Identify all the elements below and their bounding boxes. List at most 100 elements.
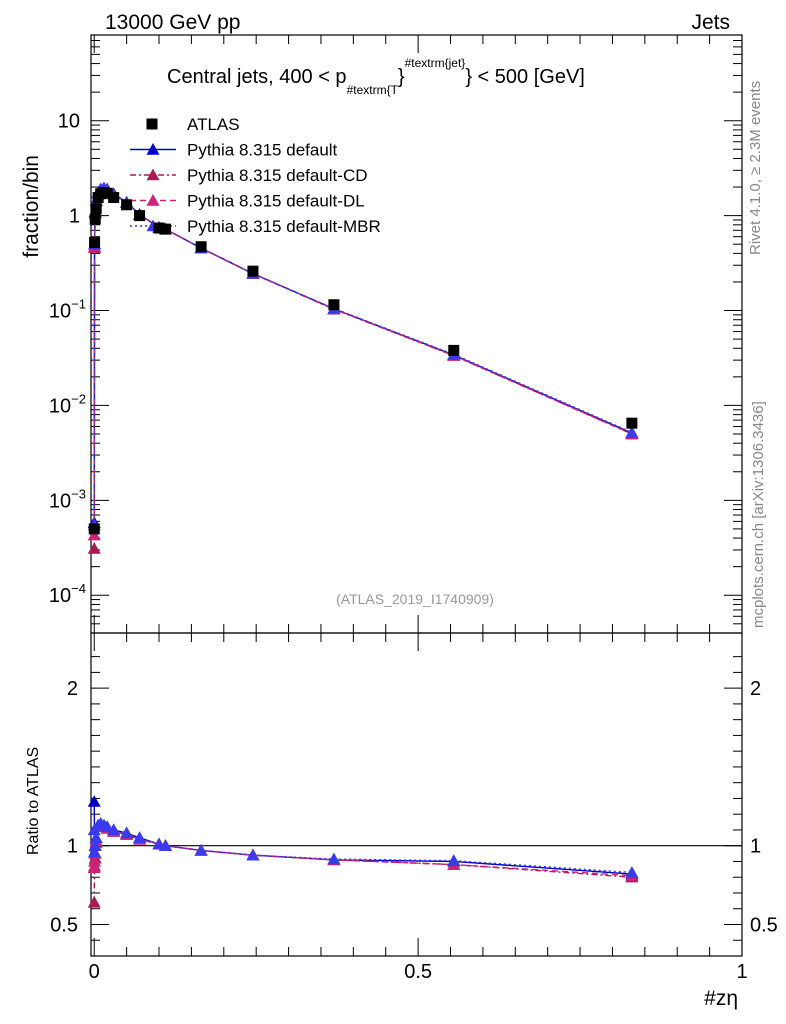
- legend: ATLAS Pythia 8.315 default Pythia 8.315 de…: [130, 115, 381, 236]
- ratio-series: [87, 795, 639, 908]
- ratio-point: [447, 854, 461, 866]
- mcplots-label: mcplots.cern.ch [arXiv:1306.3436]: [750, 401, 767, 628]
- ratio-point: [107, 823, 121, 836]
- main-y-tick-base: 1: [69, 206, 80, 228]
- x-axis-title: #zη: [704, 987, 738, 1010]
- ratio-line: [93, 824, 632, 903]
- ratio-y-tick-label: 2: [67, 678, 78, 700]
- data-point: [108, 192, 120, 204]
- ratio-y-tick-label-right: 2: [750, 678, 761, 700]
- data-point: [134, 210, 146, 222]
- legend-marker: [146, 143, 160, 155]
- ratio-y-tick-label-right: 1: [750, 836, 761, 858]
- legend-label: Pythia 8.315 default-MBR: [187, 217, 381, 236]
- main-y-tick-exponent: −3: [71, 486, 86, 501]
- main-y-tick-label: 1: [69, 206, 80, 228]
- data-point: [448, 344, 460, 356]
- ratio-ticks: 0.5 0.5 1 1 2 2 0 0.5 1: [50, 633, 778, 983]
- ratio-point: [87, 795, 101, 807]
- main-y-tick-label: 10−2: [49, 391, 86, 417]
- series-line: [93, 187, 633, 525]
- data-point: [328, 299, 340, 311]
- main-y-tick-base: 10: [49, 490, 71, 512]
- main-y-axis-title: fraction/bin: [20, 155, 43, 258]
- legend-marker: [146, 194, 160, 206]
- ratio-point: [327, 852, 341, 865]
- x-tick-label: 0: [89, 961, 100, 983]
- ratio-series-pythia-8-315-default-mbr: [87, 817, 639, 878]
- ratio-point: [194, 843, 208, 856]
- ratio-point: [246, 848, 260, 861]
- series-atlas: [88, 187, 638, 535]
- ratio-point: [625, 865, 639, 878]
- main-y-tick-base: 10: [49, 585, 71, 607]
- collision-label: 13000 GeV pp: [105, 11, 240, 34]
- ratio-point: [87, 895, 101, 908]
- ratio-plot-frame: [90, 632, 743, 957]
- ratio-point: [158, 839, 172, 851]
- ratio-point: [88, 854, 102, 867]
- main-y-tick-exponent: −4: [71, 581, 86, 596]
- main-series: [87, 181, 639, 554]
- ratio-line: [93, 801, 632, 875]
- title-superscript: #textrm{jet}: [405, 56, 466, 70]
- data-point: [87, 542, 101, 554]
- title-mid: }: [398, 66, 405, 88]
- data-point: [89, 213, 101, 225]
- data-point: [87, 528, 101, 541]
- title-subscript: #textrm{T: [347, 83, 399, 97]
- series-pythia-8-315-default-cd: [87, 182, 639, 554]
- legend-marker: [146, 168, 160, 181]
- data-point: [90, 203, 102, 215]
- legend-label: Pythia 8.315 default-DL: [187, 192, 365, 211]
- ratio-point: [100, 820, 114, 832]
- ratio-y-tick-label-right: 0.5: [750, 914, 778, 936]
- main-y-tick-base: 10: [49, 301, 71, 323]
- ratio-line: [93, 822, 632, 874]
- ratio-point: [120, 826, 134, 839]
- ratio-y-tick-label: 0.5: [50, 914, 78, 936]
- title-suffix: } < 500 [GeV]: [465, 66, 585, 88]
- analysis-tag: (ATLAS_2019_I1740909): [336, 591, 494, 607]
- ratio-point: [88, 845, 102, 858]
- main-y-tick-exponent: −2: [71, 391, 86, 406]
- data-point: [88, 523, 100, 535]
- main-y-tick-label: 10−4: [49, 581, 86, 607]
- main-y-tick-label: 10: [58, 111, 80, 133]
- series-line: [93, 187, 633, 536]
- ratio-y-axis-title: Ratio to ATLAS: [25, 747, 42, 855]
- ratio-point: [133, 831, 147, 844]
- main-y-tick-exponent: −1: [71, 297, 86, 312]
- ratio-series-pythia-8-315-default: [87, 795, 639, 880]
- main-y-tick-label: 10−1: [49, 297, 86, 323]
- data-point: [195, 241, 207, 253]
- data-point: [121, 199, 133, 211]
- legend-label: Pythia 8.315 default-CD: [187, 166, 368, 185]
- category-label: Jets: [691, 11, 730, 34]
- data-point: [101, 187, 113, 199]
- series-line: [93, 187, 633, 523]
- title-prefix: Central jets, 400 < p: [167, 66, 347, 88]
- x-tick-label: 1: [736, 961, 747, 983]
- main-y-tick-base: 10: [49, 395, 71, 417]
- main-y-tick-label: 10−3: [49, 486, 86, 512]
- data-point: [247, 265, 259, 277]
- data-point: [625, 425, 639, 438]
- legend-label: Pythia 8.315 default: [187, 141, 338, 160]
- data-point: [159, 223, 171, 235]
- ratio-point: [87, 861, 101, 873]
- series-line: [93, 187, 633, 549]
- x-tick-label: 0.5: [404, 961, 432, 983]
- plot-title: Central jets, 400 < p#textrm{T}#textrm{j…: [167, 56, 585, 97]
- ratio-y-tick-label: 1: [67, 836, 78, 858]
- data-point: [89, 237, 101, 249]
- ratio-point: [89, 831, 103, 844]
- legend-marker: [146, 118, 158, 130]
- data-point: [626, 417, 638, 429]
- data-point: [153, 222, 165, 234]
- ratio-point: [88, 839, 102, 851]
- legend-label: ATLAS: [187, 115, 240, 134]
- main-y-tick-base: 10: [58, 111, 80, 133]
